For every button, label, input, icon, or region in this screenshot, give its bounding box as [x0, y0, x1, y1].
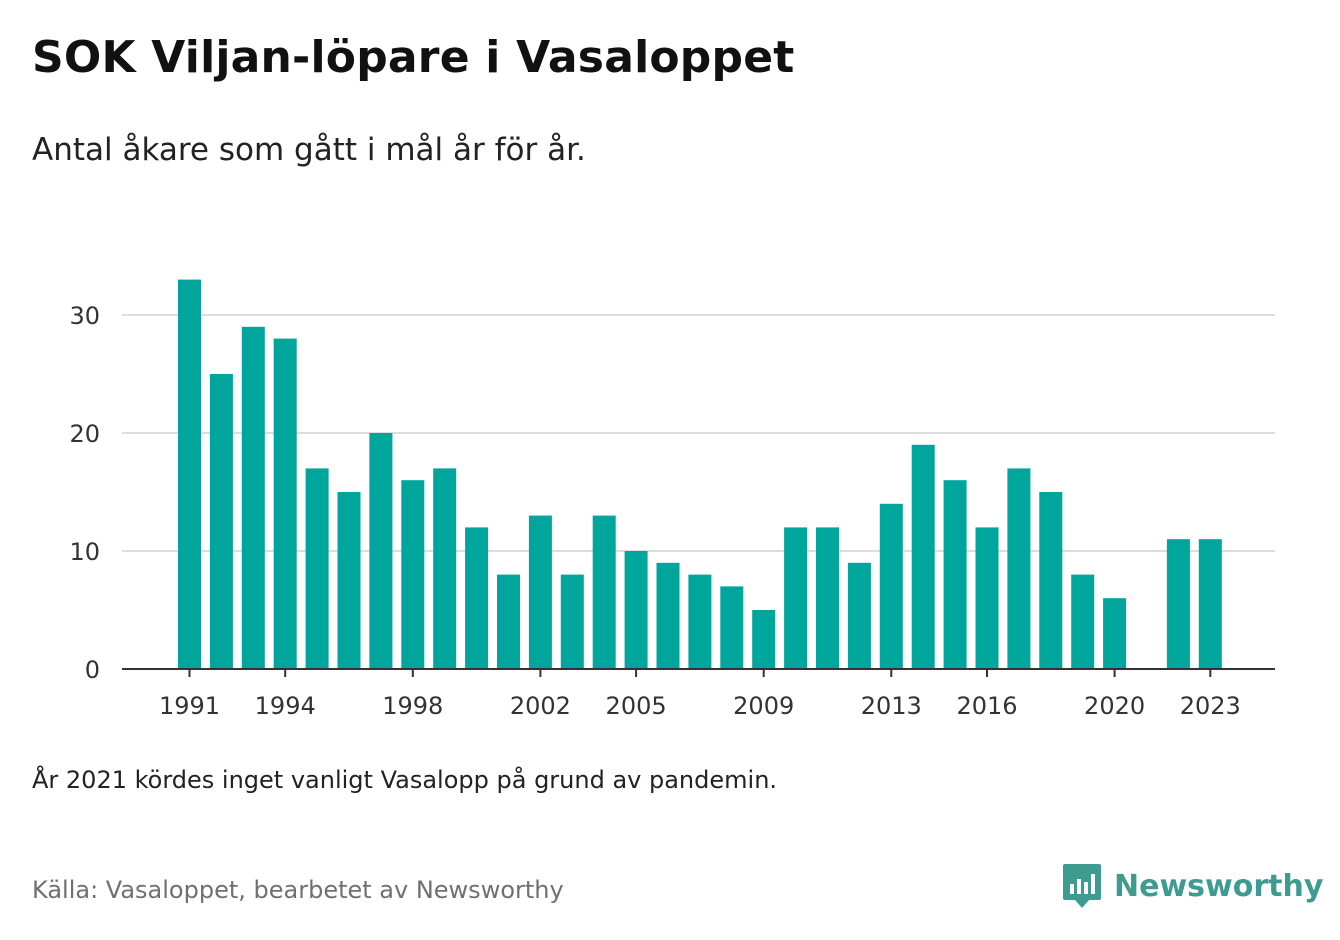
x-tick-label: 2023 [1180, 692, 1241, 720]
source-credit: Källa: Vasaloppet, bearbetet av Newswort… [32, 876, 564, 904]
newsworthy-logo: Newsworthy [1062, 862, 1323, 910]
bar-2006 [656, 562, 680, 669]
y-axis-ticks: 0 10 20 30 [69, 302, 100, 684]
chart-note: År 2021 kördes inget vanligt Vasalopp på… [32, 766, 778, 794]
bar-1994 [273, 338, 297, 669]
bar-2004 [592, 515, 616, 669]
bar-2007 [688, 574, 712, 669]
bar-1992 [209, 374, 233, 669]
x-tick-label: 1991 [159, 692, 220, 720]
x-tick-label: 2013 [861, 692, 922, 720]
x-tick-label: 1998 [382, 692, 443, 720]
bar-2018 [1039, 492, 1063, 669]
bar-2003 [560, 574, 584, 669]
bar-1991 [178, 279, 201, 669]
bar-2017 [1007, 468, 1031, 669]
bar-2001 [497, 574, 520, 669]
bar-2012 [847, 562, 871, 669]
bar-2020 [1103, 598, 1127, 669]
y-tick-label: 30 [69, 302, 100, 330]
bar-2002 [528, 515, 552, 669]
bar-2011 [816, 527, 839, 669]
bar-chart: 0 10 20 30 1991 1994 1998 2002 2005 2009 2013 2016… [69, 279, 1275, 720]
x-tick-label: 2016 [956, 692, 1017, 720]
bar-2005 [624, 551, 648, 669]
bar-1993 [241, 326, 265, 669]
bars [178, 279, 1222, 669]
x-tick-label: 2009 [733, 692, 794, 720]
bar-1999 [433, 468, 457, 669]
bar-2023 [1198, 539, 1222, 669]
bar-2022 [1166, 539, 1190, 669]
bar-2010 [784, 527, 808, 669]
chart-subtitle: Antal åkare som gått i mål år för år. [32, 132, 586, 168]
bar-2013 [879, 503, 903, 669]
bar-2000 [465, 527, 489, 669]
logo-text: Newsworthy [1114, 868, 1324, 904]
bar-2008 [720, 586, 744, 669]
bar-1997 [369, 433, 393, 669]
bar-2016 [975, 527, 999, 669]
chart-title: SOK Viljan-löpare i Vasaloppet [32, 32, 795, 83]
bar-chart-speech-bubble-icon [1063, 864, 1101, 908]
x-tick-label: 2020 [1084, 692, 1145, 720]
bar-2019 [1071, 574, 1095, 669]
y-tick-label: 0 [85, 656, 100, 684]
bar-1995 [305, 468, 329, 669]
bar-1998 [401, 480, 425, 669]
y-tick-label: 20 [69, 420, 100, 448]
y-tick-label: 10 [69, 538, 100, 566]
bar-2009 [752, 610, 776, 669]
x-axis-ticks: 1991 1994 1998 2002 2005 2009 2013 2016 2020 2023 [159, 669, 1241, 720]
bar-1996 [337, 492, 361, 669]
x-tick-label: 2005 [606, 692, 667, 720]
bar-2015 [943, 480, 967, 669]
bar-2014 [911, 444, 935, 669]
x-tick-label: 1994 [255, 692, 316, 720]
x-tick-label: 2002 [510, 692, 571, 720]
